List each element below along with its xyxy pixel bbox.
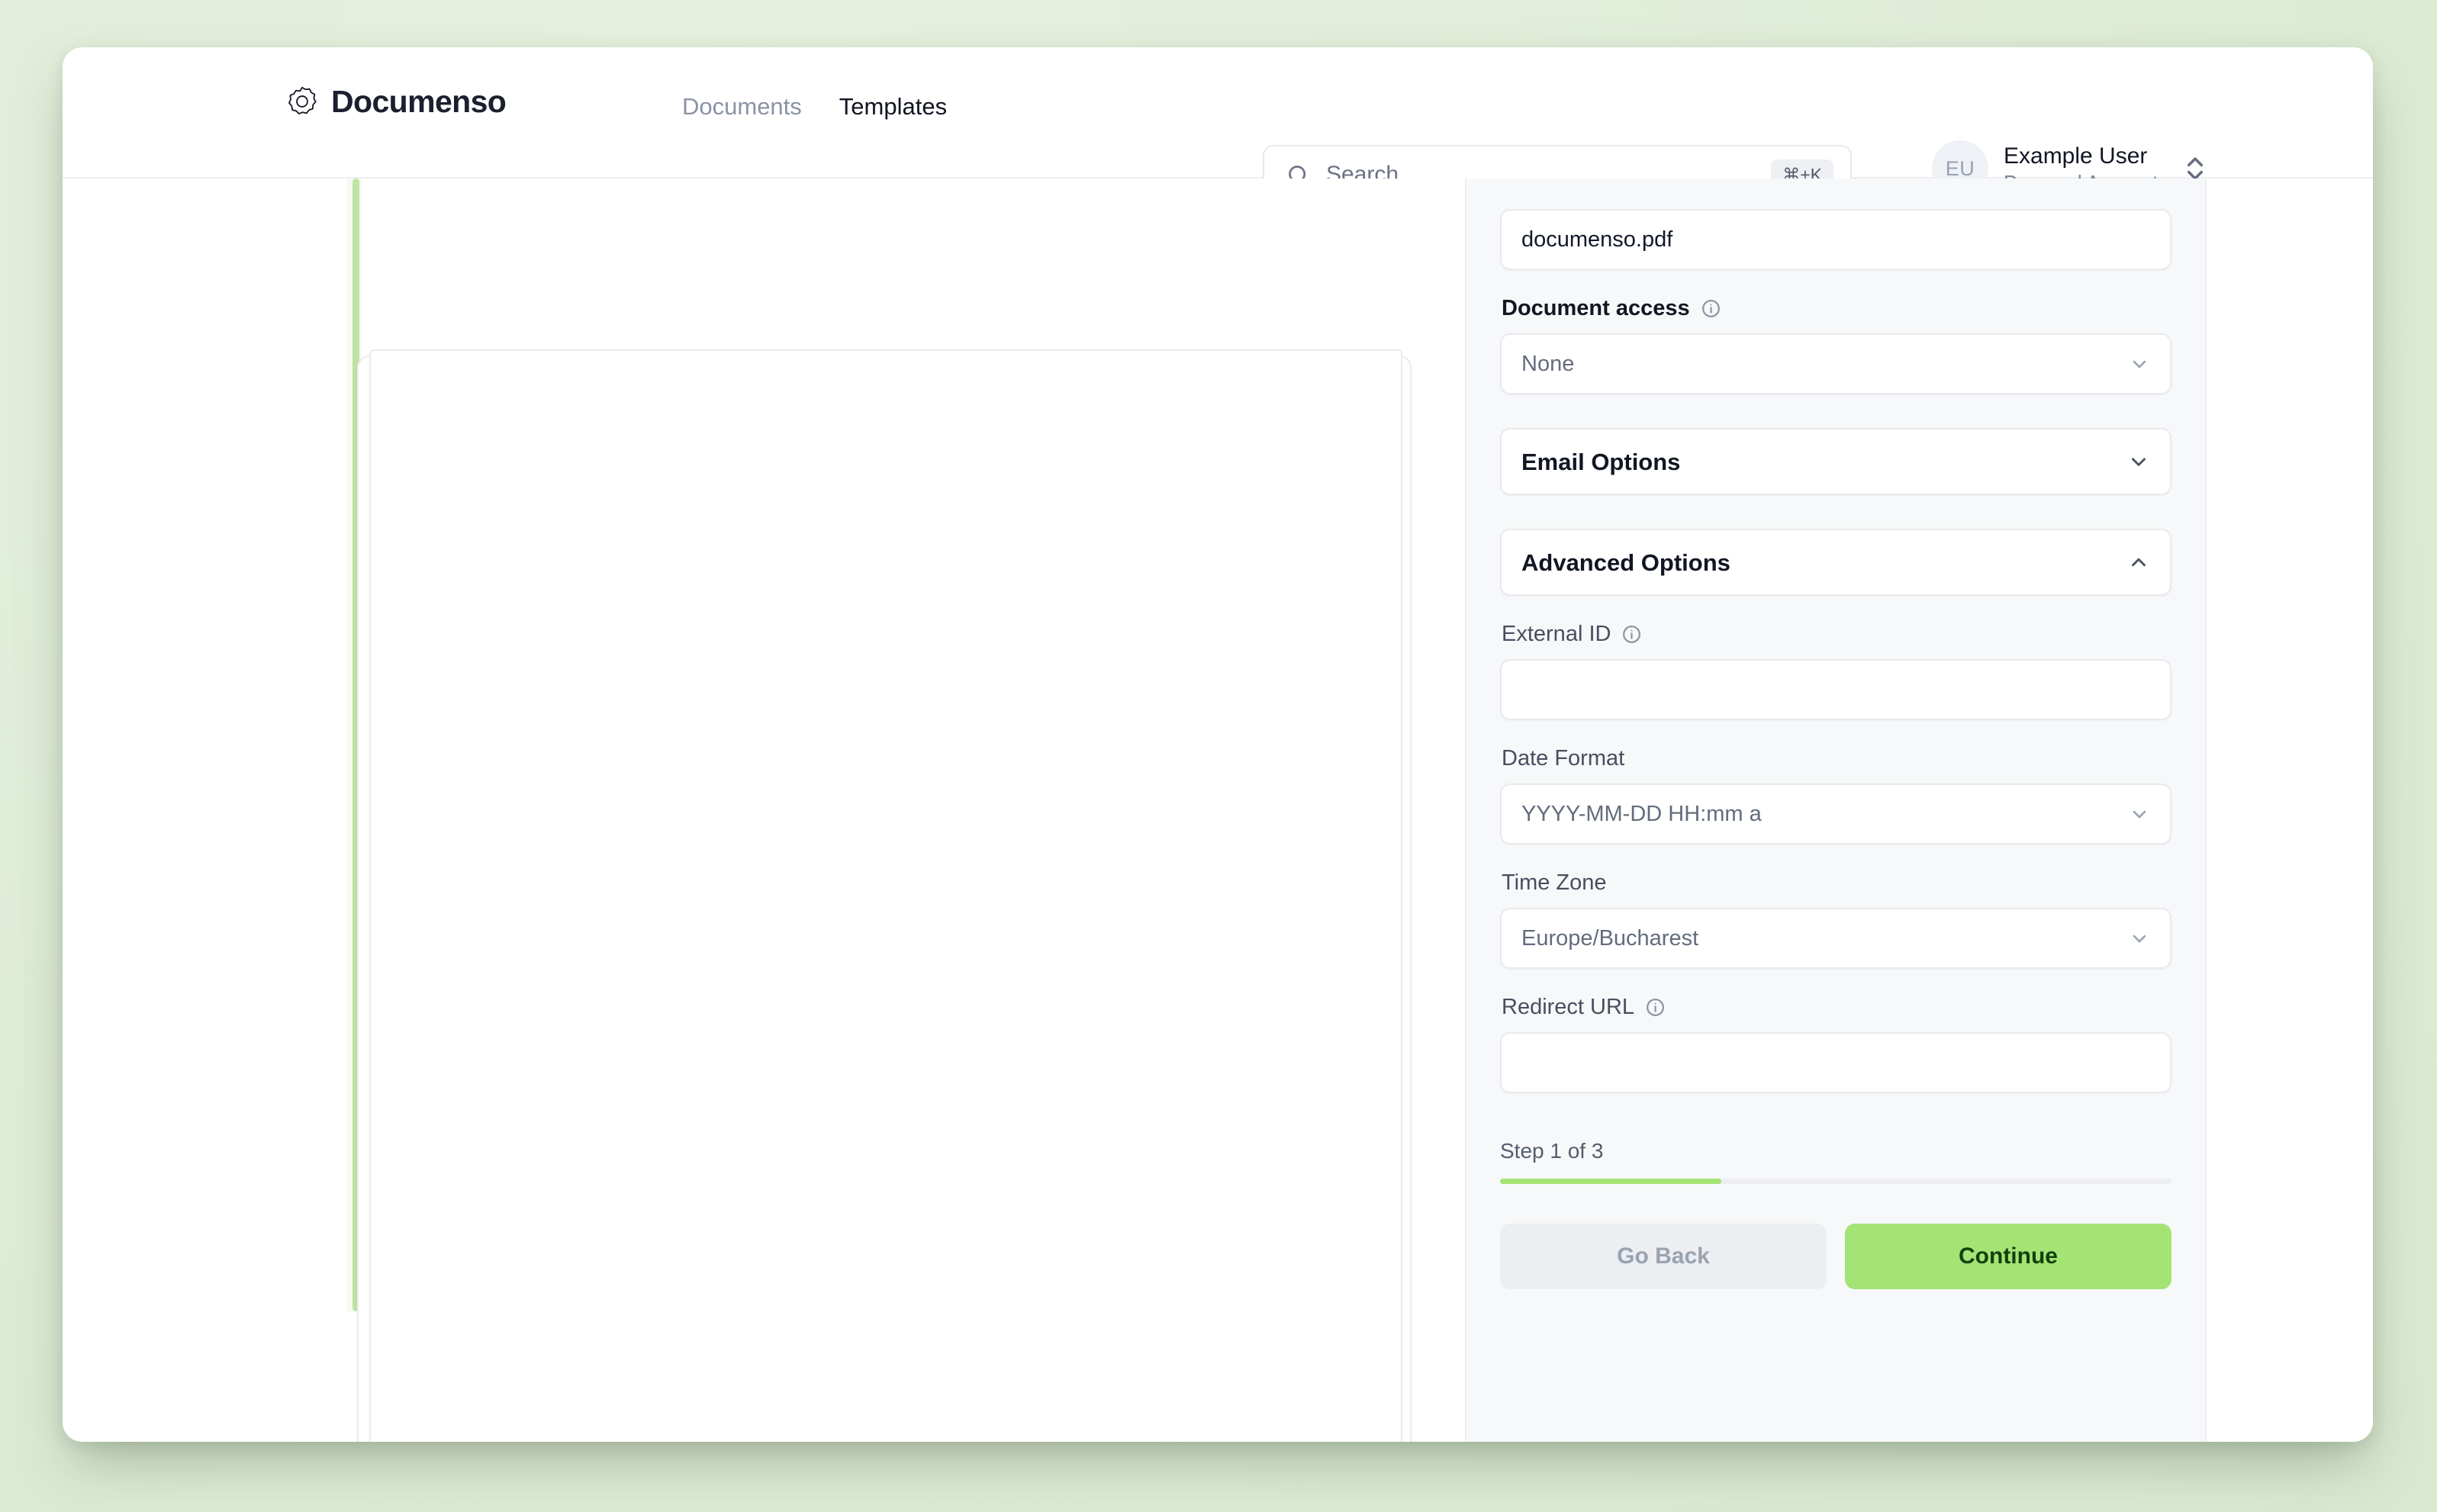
info-icon[interactable] — [1621, 624, 1642, 645]
redirect-url-label: Redirect URL — [1502, 996, 2171, 1018]
documenso-starburst-logo-icon — [288, 86, 317, 114]
document-access-label: Document access — [1502, 298, 2171, 320]
brand-logo[interactable]: Documenso — [286, 83, 507, 119]
document-page — [369, 349, 1402, 1442]
document-title-input[interactable]: documenso.pdf — [1500, 209, 2171, 270]
redirect-url-input[interactable] — [1500, 1032, 2171, 1093]
time-zone-select[interactable]: Europe/Bucharest — [1500, 908, 2171, 969]
nav-item-templates[interactable]: Templates — [839, 93, 948, 120]
info-icon[interactable] — [1701, 298, 1721, 319]
app-window: Documenso Documents Templates Search ⌘+K… — [63, 47, 2373, 1442]
document-access-select[interactable]: None — [1500, 333, 2171, 394]
wizard-buttons: Go Back Continue — [1500, 1224, 2171, 1289]
info-icon[interactable] — [1645, 997, 1666, 1018]
document-scroll-thumb[interactable] — [353, 179, 359, 1311]
time-zone-label-text: Time Zone — [1502, 870, 1607, 895]
date-format-value: YYYY-MM-DD HH:mm a — [1521, 801, 1762, 826]
main-content: Page 1 of 1 documenso.pdf Document acces… — [63, 179, 2373, 1442]
continue-button[interactable]: Continue — [1845, 1224, 2171, 1289]
time-zone-value: Europe/Bucharest — [1521, 925, 1699, 951]
user-name: Example User — [2004, 143, 2148, 169]
step-label: Step 1 of 3 — [1500, 1139, 1604, 1163]
redirect-url-label-text: Redirect URL — [1502, 995, 1635, 1019]
email-options-label: Email Options — [1521, 448, 1681, 475]
advanced-options-label: Advanced Options — [1521, 549, 1730, 576]
nav-item-documents[interactable]: Documents — [682, 93, 802, 120]
step-progress-fill — [1500, 1179, 1722, 1184]
document-settings-panel: documenso.pdf Document access None Email… — [1465, 179, 2207, 1442]
chevron-down-icon — [2132, 458, 2146, 466]
advanced-options-accordion[interactable]: Advanced Options — [1500, 529, 2171, 596]
date-format-label-text: Date Format — [1502, 746, 1625, 770]
chevron-up-down-icon — [2188, 157, 2204, 180]
document-access-value: None — [1521, 351, 1575, 376]
app-header: Documenso Documents Templates Search ⌘+K… — [63, 47, 2373, 204]
go-back-button[interactable]: Go Back — [1500, 1224, 1827, 1289]
chevron-down-icon — [2133, 360, 2146, 368]
external-id-label: External ID — [1502, 623, 2171, 645]
spacer — [1500, 394, 2171, 428]
external-id-input[interactable] — [1500, 659, 2171, 720]
date-format-select[interactable]: YYYY-MM-DD HH:mm a — [1500, 783, 2171, 844]
chevron-down-icon — [2133, 935, 2146, 943]
step-indicator: Step 1 of 3 — [1500, 1140, 2171, 1184]
chevron-down-icon — [2133, 810, 2146, 819]
brand-name: Documenso — [331, 83, 507, 119]
chevron-up-icon — [2132, 558, 2146, 567]
date-format-label: Date Format — [1502, 748, 2171, 770]
document-preview-card: Page 1 of 1 — [357, 349, 1412, 1442]
step-progress-track — [1500, 1179, 2171, 1184]
email-options-accordion[interactable]: Email Options — [1500, 428, 2171, 495]
document-access-label-text: Document access — [1502, 296, 1690, 320]
time-zone-label: Time Zone — [1502, 872, 2171, 894]
main-nav: Documents Templates — [682, 95, 947, 118]
external-id-label-text: External ID — [1502, 622, 1611, 646]
